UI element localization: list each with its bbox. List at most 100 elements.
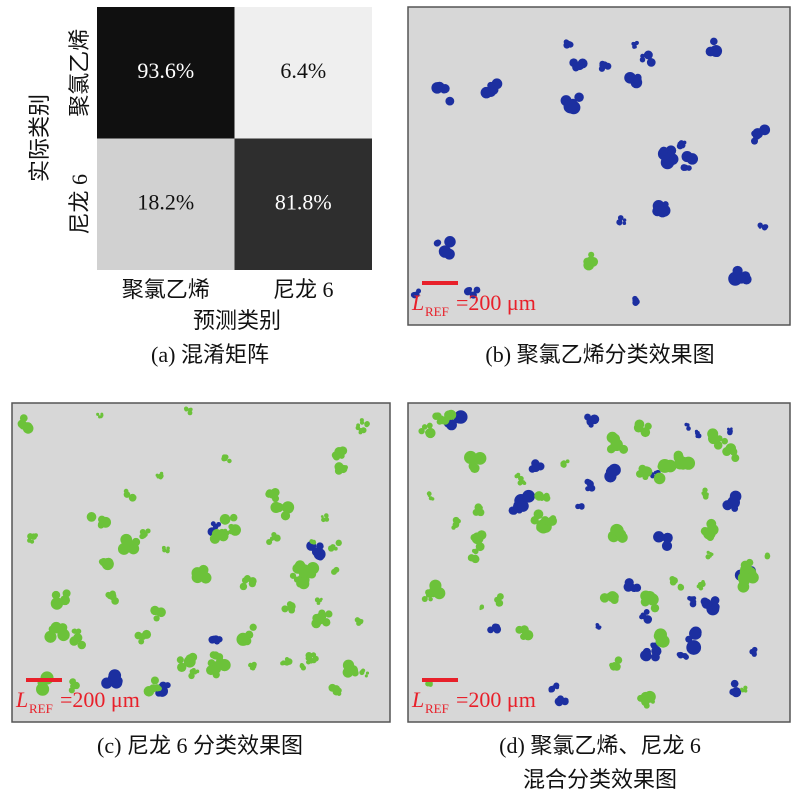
particle-blob: [766, 553, 770, 557]
particle-blob: [689, 627, 702, 640]
cell-label: 93.6%: [137, 58, 194, 83]
particle-blob: [145, 528, 151, 534]
particle: [722, 490, 742, 512]
particle-blob: [185, 654, 195, 664]
particle: [560, 459, 570, 468]
particle-blob: [467, 554, 476, 562]
particle-blob: [438, 245, 452, 258]
particle: [632, 295, 640, 306]
particle-blob: [68, 687, 75, 694]
particle-blob: [296, 580, 304, 588]
particle-blob: [445, 409, 457, 421]
particle-blob: [140, 532, 147, 539]
particle: [123, 488, 137, 502]
particle-blob: [334, 466, 343, 475]
particle-blob: [338, 446, 348, 456]
particle: [487, 623, 502, 634]
micrograph: [407, 6, 791, 326]
particle-blob: [287, 605, 293, 611]
particle-blob: [51, 590, 61, 600]
particle-blob: [555, 685, 560, 690]
particle-blob: [421, 424, 428, 430]
particle-blob: [468, 454, 477, 463]
particle-blob: [479, 607, 482, 611]
particle: [676, 140, 687, 150]
particle: [676, 651, 689, 660]
particle-blob: [609, 662, 614, 668]
particle: [584, 413, 600, 428]
particle-blob: [588, 251, 595, 258]
particle-blob: [585, 256, 595, 266]
particle: [616, 215, 627, 226]
particle-blob: [731, 454, 740, 462]
particle-blob: [228, 530, 232, 534]
particle: [223, 523, 235, 536]
particle-blob: [166, 546, 170, 551]
particle-blob: [729, 688, 737, 696]
scale-subscript: REF: [425, 304, 449, 319]
particle: [701, 487, 709, 500]
particle-blob: [650, 473, 655, 479]
particle-blob: [479, 604, 484, 609]
particle-blob: [19, 421, 28, 430]
particle-blob: [324, 513, 329, 518]
particle-blob: [324, 517, 330, 522]
particle-blob: [322, 618, 331, 627]
particle-blob: [659, 146, 669, 156]
particle-blob: [623, 582, 634, 592]
particle-blob: [274, 502, 284, 513]
particle-blob: [639, 56, 646, 63]
particle-blob: [740, 687, 744, 691]
particle: [297, 562, 320, 580]
particle: [623, 578, 642, 593]
particle-blob: [475, 542, 485, 552]
scale-symbol: L: [15, 687, 28, 712]
heatmap-cell: [234, 7, 372, 139]
particle-blob: [643, 698, 650, 705]
particle: [584, 478, 596, 492]
particle-blob: [250, 665, 256, 671]
particle-blob: [266, 538, 273, 545]
cell-label: 6.4%: [280, 58, 326, 83]
particle-blob: [598, 625, 602, 629]
particle: [265, 487, 280, 503]
particle-blob: [632, 44, 637, 49]
particle-blob: [495, 600, 502, 607]
particle-blob: [96, 412, 100, 416]
particle: [599, 591, 619, 605]
particle: [705, 550, 714, 560]
particle-blob: [75, 628, 82, 635]
particle-blob: [274, 536, 280, 542]
particle-blob: [224, 530, 230, 536]
particle: [470, 530, 487, 552]
particle-blob: [281, 605, 289, 613]
particle-blob: [736, 274, 746, 284]
particle: [98, 557, 114, 571]
particle: [700, 518, 719, 541]
particle: [560, 92, 584, 115]
particle: [653, 531, 673, 551]
particle-blob: [306, 562, 320, 575]
particle: [563, 39, 574, 49]
particle-blob: [678, 140, 685, 146]
particle-blob: [487, 81, 495, 90]
particle: [653, 459, 677, 485]
particle: [751, 124, 771, 145]
particle-blob: [548, 688, 553, 693]
particle-blob: [677, 584, 685, 591]
particle-blob: [556, 695, 564, 703]
particle-blob: [469, 463, 480, 473]
particle-blob: [314, 597, 320, 603]
particle-blob: [332, 685, 341, 694]
particle: [327, 539, 342, 552]
particle-blob: [648, 58, 655, 65]
particle-blob: [650, 603, 660, 613]
particle-blob: [211, 635, 220, 644]
particle-blob: [633, 423, 644, 433]
particle: [208, 635, 223, 645]
particle-blob: [551, 685, 556, 690]
particle-blob: [702, 494, 709, 500]
particle-blob: [565, 459, 570, 464]
particle: [528, 459, 545, 473]
particle-blob: [696, 584, 701, 589]
